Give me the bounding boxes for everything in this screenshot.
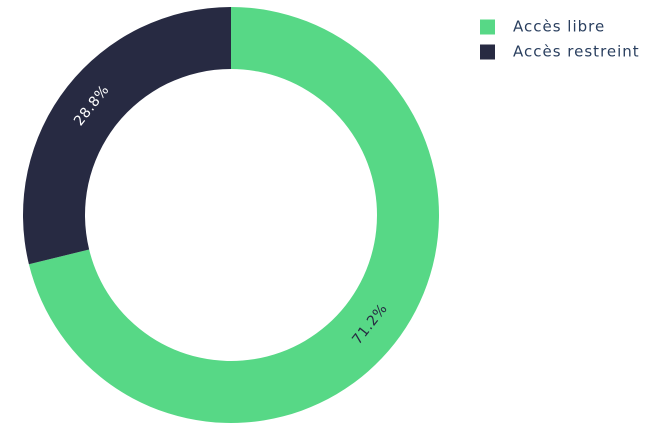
legend-label: Accès restreint <box>513 43 640 61</box>
legend-swatch <box>480 44 495 60</box>
slice <box>28 7 440 423</box>
legend-swatch <box>480 19 495 35</box>
legend-label: Accès libre <box>513 18 605 36</box>
slice <box>23 7 232 265</box>
